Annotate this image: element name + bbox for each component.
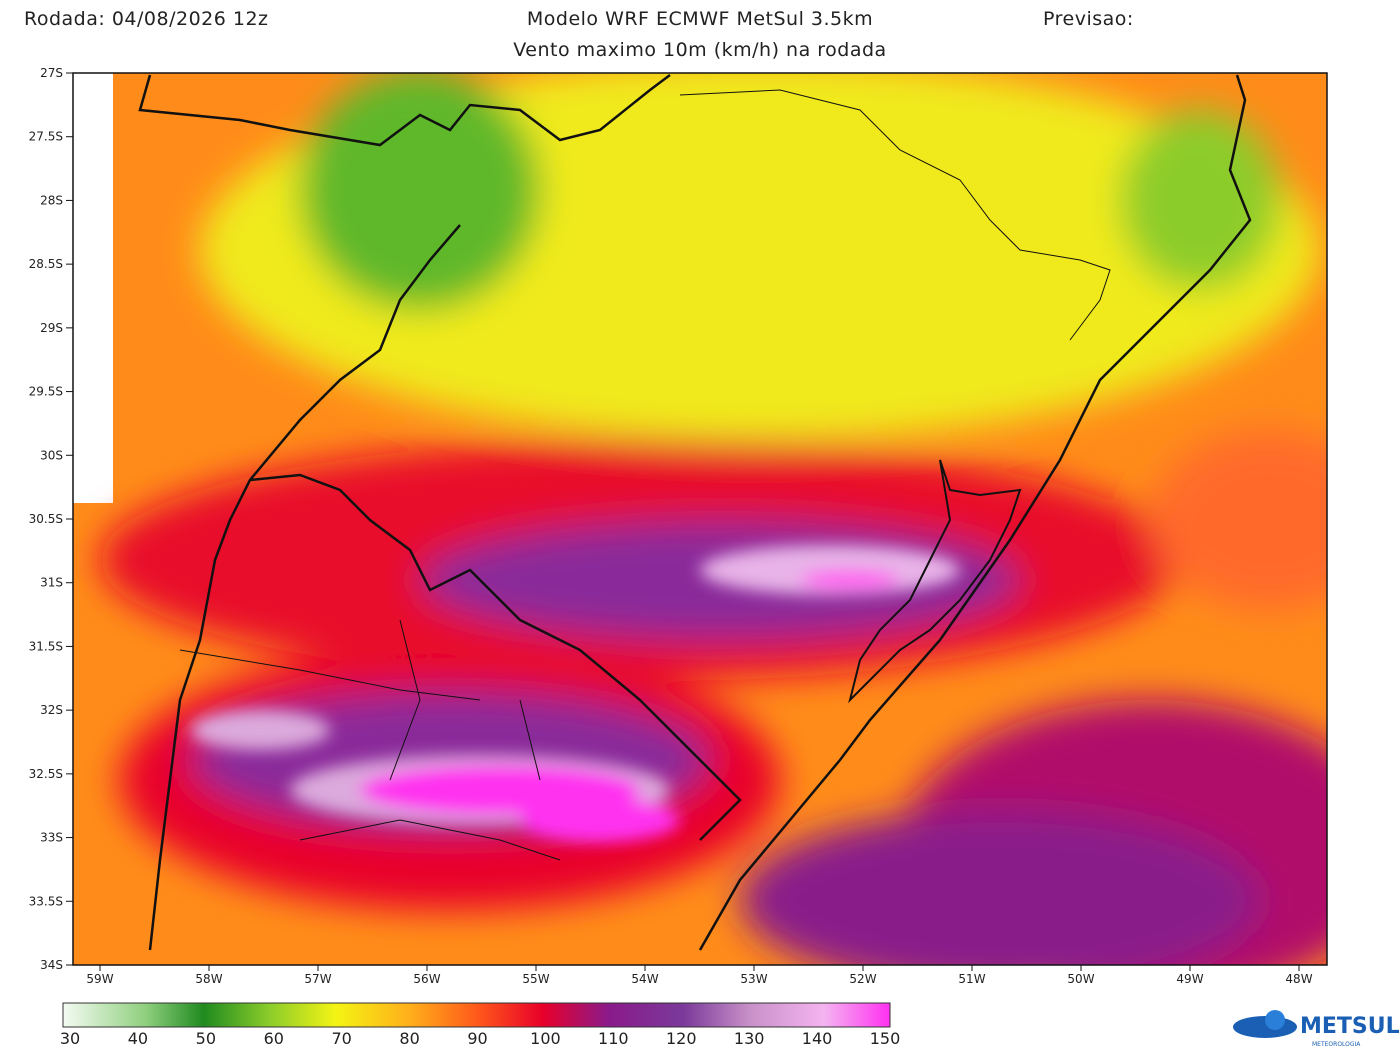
lon-label: 52W	[849, 972, 876, 986]
lon-axis: 59W 58W 57W 56W 55W 54W 53W 52W 51W 50W 49W 48W	[86, 965, 1313, 986]
logo-name: METSUL	[1300, 1014, 1400, 1039]
run-label: Rodada: 04/08/2026 12z	[24, 8, 269, 30]
lat-label: 31S	[40, 576, 63, 590]
lat-label: 28S	[40, 193, 63, 207]
colorbar-label: 150	[870, 1029, 901, 1048]
colorbar-label: 110	[598, 1029, 629, 1048]
lon-label: 48W	[1285, 972, 1312, 986]
map-subtitle: Vento maximo 10m (km/h) na rodada	[513, 39, 886, 61]
lat-label: 34S	[40, 958, 63, 972]
lat-label: 30S	[40, 448, 63, 462]
colorbar-label: 80	[399, 1029, 419, 1048]
logo-tagline: METEOROLOGIA	[1312, 1041, 1361, 1048]
colorbar-label: 100	[530, 1029, 561, 1048]
colorbar-label: 40	[128, 1029, 148, 1048]
lat-label: 28.5S	[29, 257, 63, 271]
lat-label: 29S	[40, 321, 63, 335]
forecast-label: Previsao:	[1043, 8, 1134, 30]
colorbar-label: 140	[802, 1029, 833, 1048]
lon-label: 50W	[1067, 972, 1094, 986]
map-title: Modelo WRF ECMWF MetSul 3.5km	[527, 8, 873, 30]
wind-field	[73, 73, 1327, 965]
lat-label: 27.5S	[29, 130, 63, 144]
lat-label: 33.5S	[29, 894, 63, 908]
colorbar-label: 30	[60, 1029, 80, 1048]
logo: METSUL METEOROLOGIA	[1233, 1010, 1400, 1048]
colorbar-label: 70	[331, 1029, 351, 1048]
lat-label: 29.5S	[29, 385, 63, 399]
boundaries	[138, 74, 1252, 951]
colorbar-label: 60	[264, 1029, 284, 1048]
lon-label: 58W	[195, 972, 222, 986]
lat-label: 32S	[40, 703, 63, 717]
lon-label: 49W	[1176, 972, 1203, 986]
colorbar-label: 50	[196, 1029, 216, 1048]
lon-label: 56W	[413, 972, 440, 986]
lon-label: 51W	[958, 972, 985, 986]
colorbar-labels: 30 40 50 60 70 80 90 100 110 120 130 140 150	[60, 1029, 900, 1048]
lat-label: 31.5S	[29, 639, 63, 653]
lon-label: 59W	[86, 972, 113, 986]
colorbar-label: 130	[734, 1029, 765, 1048]
colorbar	[62, 1002, 891, 1028]
lat-axis: 27S 27.5S 28S 28.5S 29S 29.5S 30S 30.5S 31S 31.5S…	[29, 66, 73, 972]
lat-label: 33S	[40, 831, 63, 845]
lat-label: 30.5S	[29, 512, 63, 526]
lon-label: 57W	[304, 972, 331, 986]
lon-label: 53W	[740, 972, 767, 986]
lat-label: 27S	[40, 66, 63, 80]
colorbar-label: 120	[666, 1029, 697, 1048]
colorbar-label: 90	[467, 1029, 487, 1048]
lat-label: 32.5S	[29, 767, 63, 781]
lon-label: 55W	[522, 972, 549, 986]
lon-label: 54W	[631, 972, 658, 986]
